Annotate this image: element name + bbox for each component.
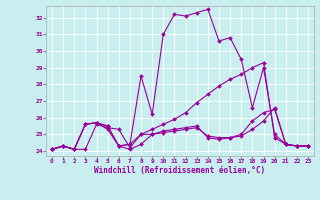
X-axis label: Windchill (Refroidissement éolien,°C): Windchill (Refroidissement éolien,°C) bbox=[94, 166, 266, 175]
